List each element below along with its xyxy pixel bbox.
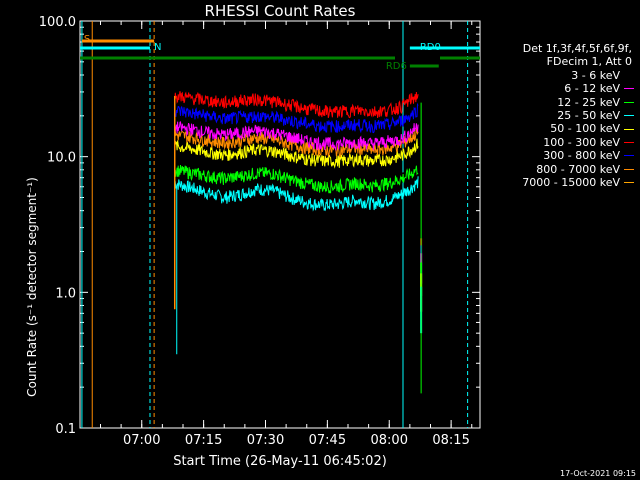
legend-entry: 25 - 50 keV — [484, 109, 634, 122]
y-tick-label: 100.0 — [39, 15, 76, 30]
legend-entry-label: 25 - 50 keV — [557, 109, 620, 123]
legend-entry-label: 100 - 300 keV — [543, 135, 620, 149]
legend-header-line-2: FDecim 1, Att 0 — [546, 55, 632, 69]
series-800to7000keV-line — [174, 128, 419, 158]
x-tick-label: 07:45 — [309, 433, 346, 448]
plot-frame — [79, 20, 481, 429]
y-tick-label: 10.0 — [47, 151, 76, 166]
legend-swatch — [624, 168, 634, 170]
legend-swatch — [624, 88, 634, 90]
legend-entry: 6 - 12 keV — [484, 82, 634, 95]
legend-entry: 12 - 25 keV — [484, 96, 634, 109]
legend-entry-label: 3 - 6 keV — [571, 68, 620, 82]
x-tick-label: 08:15 — [432, 433, 469, 448]
legend-entry: 50 - 100 keV — [484, 122, 634, 135]
legend-swatch — [624, 142, 634, 144]
x-tick-label: 07:00 — [123, 433, 160, 448]
y-axis-label: Count Rate (s⁻¹ detector segment⁻¹) — [25, 177, 39, 397]
x-tick-label: 07:30 — [247, 433, 284, 448]
legend-entry: 7000 - 15000 keV — [484, 176, 634, 189]
series-25to50keV-line — [174, 176, 419, 212]
legend-swatch — [624, 128, 634, 130]
legend-entry-label: 6 - 12 keV — [564, 82, 620, 96]
flag-label: RD0 — [420, 42, 441, 53]
legend: Det 1f,3f,4f,5f,6f,9f, FDecim 1, Att 0 3… — [484, 42, 634, 189]
y-tick-label: 0.1 — [55, 422, 76, 437]
legend-entry: 3 - 6 keV — [484, 69, 634, 82]
legend-header-line-1: Det 1f,3f,4f,5f,6f,9f, — [522, 42, 632, 55]
legend-entry-label: 7000 - 15000 keV — [522, 176, 620, 190]
legend-swatch — [624, 101, 634, 103]
legend-entry: 300 - 800 keV — [484, 149, 634, 162]
series-100to300keV-line — [174, 91, 419, 119]
flag-label: RD6 — [386, 61, 407, 72]
x-axis-label: Start Time (26-May-11 06:45:02) — [173, 454, 387, 469]
legend-entry: 100 - 300 keV — [484, 136, 634, 149]
series-300to800keV-line — [174, 102, 419, 134]
legend-swatch — [624, 75, 634, 77]
legend-swatch — [624, 155, 634, 157]
series-6to12keV-line — [174, 121, 419, 151]
legend-entry: 800 - 7000 keV — [484, 163, 634, 176]
chart-title: RHESSI Count Rates — [204, 2, 356, 20]
legend-entry-label: 800 - 7000 keV — [536, 162, 620, 176]
legend-entries: 3 - 6 keV 6 - 12 keV 12 - 25 keV 25 - 50 ke… — [484, 69, 634, 190]
flag-label: S — [84, 34, 90, 45]
footer-date: 17-Oct-2021 09:15 — [560, 469, 636, 478]
legend-entry-label: 50 - 100 keV — [550, 122, 620, 136]
y-tick-label: 1.0 — [55, 286, 76, 301]
legend-entry-label: 12 - 25 keV — [557, 95, 620, 109]
series-12to25keV-line — [174, 164, 419, 194]
series-50to100keV-line — [174, 138, 419, 169]
legend-swatch — [624, 182, 634, 184]
legend-swatch — [624, 115, 634, 117]
legend-entry-label: 300 - 800 keV — [543, 149, 620, 163]
x-tick-label: 07:15 — [185, 433, 222, 448]
flag-label: N — [154, 42, 161, 53]
x-tick-label: 08:00 — [371, 433, 408, 448]
